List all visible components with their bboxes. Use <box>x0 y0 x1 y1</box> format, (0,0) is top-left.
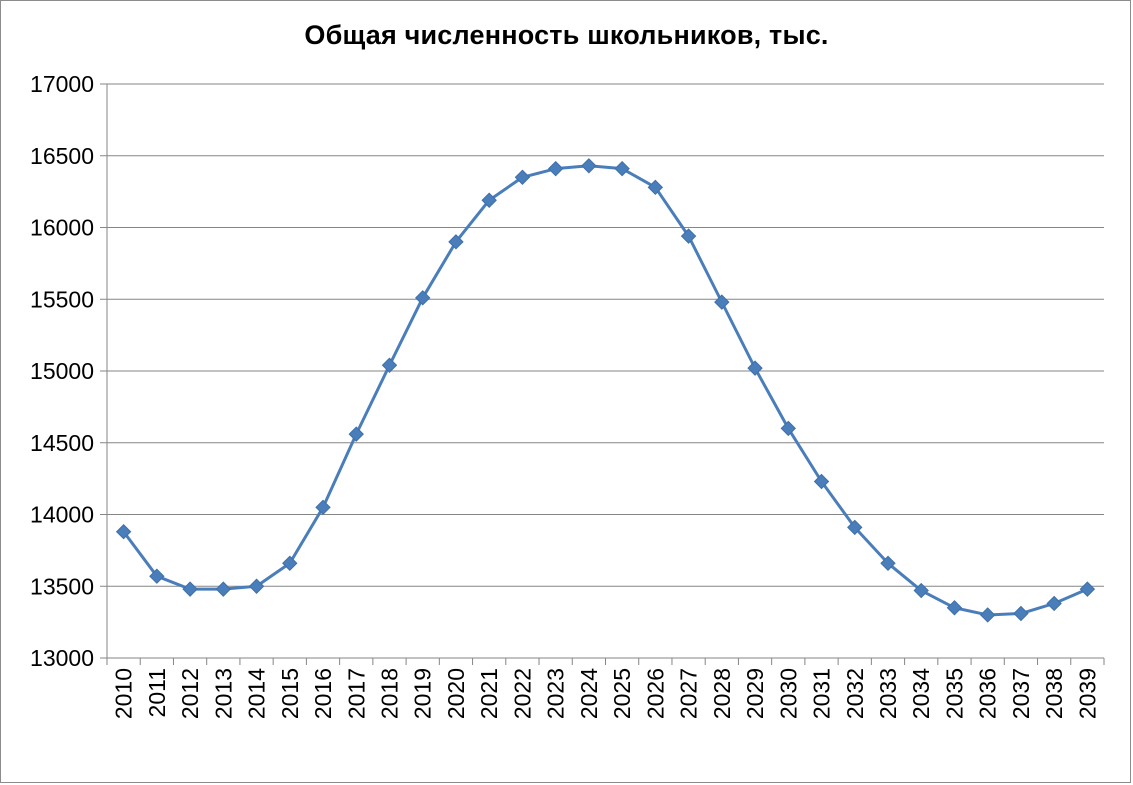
x-tick-label: 2027 <box>676 668 702 719</box>
x-tick-label: 2026 <box>642 668 668 719</box>
x-tick-label: 2032 <box>842 668 868 719</box>
x-tick-label: 2017 <box>343 668 369 719</box>
y-tick-label: 15000 <box>30 358 94 384</box>
data-point-marker <box>381 357 398 373</box>
data-point-marker <box>714 294 730 310</box>
x-tick-label: 2036 <box>975 668 1001 719</box>
data-point-marker <box>780 420 796 437</box>
y-tick-label: 16500 <box>30 143 94 169</box>
x-tick-label: 2039 <box>1074 668 1100 719</box>
data-point-marker <box>315 499 331 516</box>
series-line <box>122 164 1088 617</box>
data-point-marker <box>581 158 597 174</box>
data-point-marker <box>647 179 664 196</box>
x-tick-label: 2025 <box>609 668 635 719</box>
data-point-marker <box>913 582 929 599</box>
chart-title: Общая численность школьников, тыс. <box>304 20 829 50</box>
x-tick-label: 2011 <box>144 668 170 717</box>
data-point-marker <box>847 519 863 536</box>
data-point-marker <box>149 568 165 584</box>
x-tick-label: 2022 <box>509 668 535 719</box>
y-tick-label: 15500 <box>30 286 94 312</box>
data-point-marker <box>747 360 763 376</box>
data-point-marker <box>215 581 232 597</box>
data-point-marker <box>547 160 564 177</box>
x-tick-label: 2028 <box>709 668 735 719</box>
x-tick-label: 2016 <box>310 668 336 719</box>
x-tick-label: 2020 <box>443 668 469 719</box>
data-point-marker <box>1013 605 1029 622</box>
series <box>115 158 1096 623</box>
data-point-marker <box>481 192 497 208</box>
x-tick-label: 2031 <box>809 668 835 719</box>
y-tick-label: 13500 <box>30 573 94 599</box>
x-tick-label: 2024 <box>576 668 602 719</box>
x-tick-label: 2010 <box>111 668 137 719</box>
data-point-marker <box>248 578 265 594</box>
x-tick-label: 2030 <box>775 668 801 719</box>
gridlines <box>107 83 1104 587</box>
x-tick-label: 2019 <box>410 668 436 719</box>
x-tick-label: 2012 <box>177 668 203 719</box>
data-point-marker <box>1079 581 1096 597</box>
data-point-marker <box>880 555 896 571</box>
data-point-marker <box>348 426 364 442</box>
y-tick-label: 17000 <box>30 71 94 97</box>
data-point-marker <box>514 169 531 185</box>
data-point-marker <box>614 160 630 177</box>
data-point-marker <box>813 473 830 490</box>
x-tick-label: 2014 <box>244 668 270 719</box>
x-tick-label: 2018 <box>376 668 402 719</box>
data-point-marker <box>115 524 132 540</box>
data-point-marker <box>448 234 464 250</box>
x-tick-label: 2033 <box>875 668 901 719</box>
y-tick-label: 14000 <box>30 502 94 528</box>
data-point-marker <box>680 228 697 244</box>
x-tick-label: 2015 <box>277 668 303 719</box>
x-tick-label: 2038 <box>1041 668 1067 719</box>
data-point-marker <box>415 290 431 306</box>
data-point-marker <box>979 607 996 623</box>
data-point-marker <box>182 581 198 597</box>
axes <box>100 83 1105 665</box>
x-tick-label: 2029 <box>742 668 768 719</box>
x-tick-label: 2021 <box>476 668 502 719</box>
data-point-marker <box>1046 595 1062 612</box>
data-point-marker <box>946 600 963 616</box>
x-tick-label: 2035 <box>941 668 967 719</box>
y-tick-labels: 13000 13500 14000 14500 15000 15500 16000 16500… <box>30 71 94 671</box>
y-tick-label: 16000 <box>30 215 94 241</box>
x-tick-label: 2013 <box>210 668 236 719</box>
data-point-marker <box>282 555 298 571</box>
x-tick-labels: 2010 2011 2012 2013 2014 2015 2016 2017 2018 2019… <box>111 668 1101 719</box>
y-tick-label: 14500 <box>30 430 94 456</box>
x-tick-label: 2037 <box>1008 668 1034 719</box>
x-tick-label: 2034 <box>908 668 934 719</box>
y-tick-label: 13000 <box>30 645 94 671</box>
x-tick-label: 2023 <box>543 668 569 719</box>
